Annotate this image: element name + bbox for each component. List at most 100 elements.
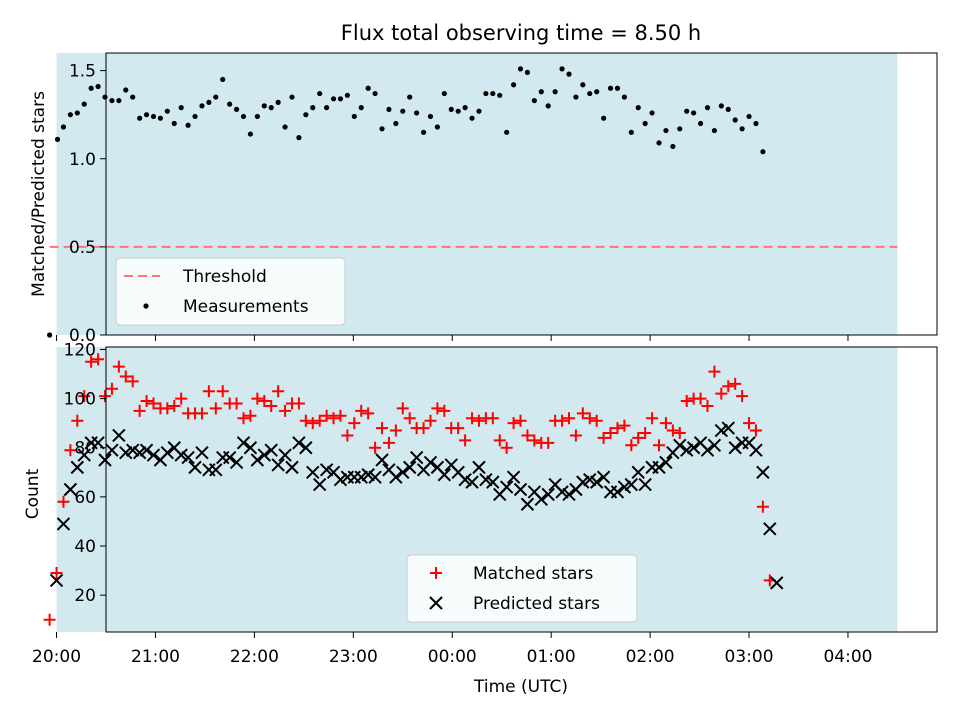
measurement-point bbox=[150, 113, 157, 120]
matched-star-point bbox=[514, 414, 527, 427]
predicted-star-point bbox=[209, 463, 223, 477]
matched-star-point bbox=[251, 392, 264, 405]
measurement-point bbox=[60, 124, 67, 130]
measurement-point bbox=[441, 90, 447, 97]
matched-star-point bbox=[715, 387, 728, 400]
measurement-point bbox=[670, 143, 676, 150]
predicted-star-point bbox=[375, 453, 389, 467]
matched-star-point bbox=[659, 417, 672, 430]
matched-star-point bbox=[500, 441, 513, 454]
matched-star-point bbox=[694, 392, 707, 405]
matched-star-point bbox=[736, 390, 749, 403]
predicted-star-point bbox=[520, 497, 535, 511]
predicted-star-point bbox=[756, 465, 770, 480]
predicted-star-point bbox=[596, 470, 611, 484]
matched-star-point bbox=[632, 431, 645, 444]
matched-star-point bbox=[92, 353, 105, 366]
matched-star-point bbox=[216, 385, 229, 398]
measurement-point bbox=[289, 94, 295, 100]
measurement-point bbox=[109, 97, 115, 104]
matched-star-point bbox=[161, 402, 174, 415]
measurement-point bbox=[324, 105, 330, 111]
predicted-star-point bbox=[437, 468, 452, 482]
measurement-point bbox=[365, 85, 371, 91]
predicted-star-point bbox=[763, 522, 777, 536]
matched-star-point bbox=[438, 404, 451, 417]
x-axis-label: Time (UTC) bbox=[473, 677, 568, 697]
predicted-star-point bbox=[271, 458, 285, 472]
predicted-star-point bbox=[368, 470, 382, 484]
predicted-star-point bbox=[652, 460, 666, 475]
predicted-star-point bbox=[49, 573, 64, 588]
predicted-star-point bbox=[465, 475, 479, 489]
measurement-point bbox=[427, 113, 434, 120]
matched-star-point bbox=[64, 444, 77, 457]
measurement-point bbox=[469, 115, 475, 121]
matched-star-point bbox=[341, 429, 354, 442]
predicted-star-point bbox=[146, 448, 161, 462]
predicted-star-point bbox=[299, 441, 313, 455]
matched-star-point bbox=[57, 495, 70, 508]
matched-star-point bbox=[362, 407, 375, 420]
count-panel-frame bbox=[105, 346, 938, 633]
matched-star-point bbox=[472, 414, 485, 427]
predicted-star-point bbox=[306, 465, 320, 480]
ratio-panel-frame bbox=[105, 52, 938, 336]
measurement-point bbox=[725, 106, 731, 112]
measurement-point bbox=[123, 87, 129, 93]
measurement-point bbox=[524, 69, 531, 75]
measurement-point bbox=[296, 135, 302, 141]
measurement-point bbox=[372, 90, 378, 97]
x-tick-label: 00:00 bbox=[428, 647, 477, 667]
matched-star-point bbox=[237, 412, 250, 425]
measurement-point bbox=[254, 113, 260, 120]
predicted-star-point bbox=[686, 441, 701, 455]
measurement-point bbox=[607, 85, 614, 91]
matched-star-point bbox=[646, 412, 659, 425]
matched-star-point bbox=[382, 436, 395, 449]
matched-star-point bbox=[369, 441, 382, 454]
measurement-point bbox=[628, 129, 634, 135]
matched-star-point bbox=[244, 409, 257, 422]
matched-star-point bbox=[673, 426, 686, 439]
y-tick-label: 1.5 bbox=[69, 62, 96, 82]
matched-star-point bbox=[389, 424, 402, 437]
matched-star-point bbox=[119, 370, 132, 383]
measurement-point bbox=[732, 117, 738, 123]
count-x-ticks: 20:00 21:00 22:00 23:00 00:00 01:00 02:00 03:00… bbox=[32, 632, 872, 667]
matched-star-point bbox=[521, 429, 534, 442]
measurement-point bbox=[552, 89, 558, 95]
matched-star-point bbox=[493, 434, 506, 447]
matched-star-point bbox=[327, 412, 340, 425]
threshold-legend-label: Threshold bbox=[182, 267, 267, 287]
matched-star-point bbox=[175, 392, 188, 405]
y-tick-label: 0.0 bbox=[69, 326, 96, 346]
matched-star-point bbox=[313, 414, 326, 427]
measurement-point bbox=[282, 124, 288, 130]
ratio-y-ticks: 0.0 0.5 1.0 1.5 bbox=[69, 62, 106, 346]
predicted-star-point bbox=[506, 470, 521, 484]
y-tick-label: 20 bbox=[74, 586, 96, 606]
measurement-point bbox=[102, 94, 108, 100]
measurement-point bbox=[317, 90, 323, 97]
predicted-star-point bbox=[312, 477, 327, 492]
ratio-y-axis-label: Matched/Predicted stars bbox=[29, 91, 49, 297]
measurement-point bbox=[414, 110, 420, 116]
measurement-point bbox=[261, 103, 267, 109]
measurement-point bbox=[157, 115, 164, 121]
predicted-star-point bbox=[70, 460, 85, 475]
predicted-star-point bbox=[700, 443, 715, 457]
matched-star-point bbox=[99, 390, 112, 403]
matched-star-point bbox=[583, 412, 596, 425]
measurement-point bbox=[601, 115, 607, 121]
measurements-legend-label: Measurements bbox=[183, 297, 309, 317]
measurement-point bbox=[137, 115, 143, 121]
matched-star-point bbox=[507, 417, 520, 430]
matched-star-point bbox=[424, 414, 437, 427]
matched-star-point bbox=[376, 422, 389, 435]
count-legend-box bbox=[406, 554, 638, 623]
predicted-star-point bbox=[292, 436, 306, 450]
predicted-star-point bbox=[195, 445, 209, 460]
matched-star-point bbox=[729, 377, 742, 390]
matched-star-point bbox=[202, 385, 215, 398]
